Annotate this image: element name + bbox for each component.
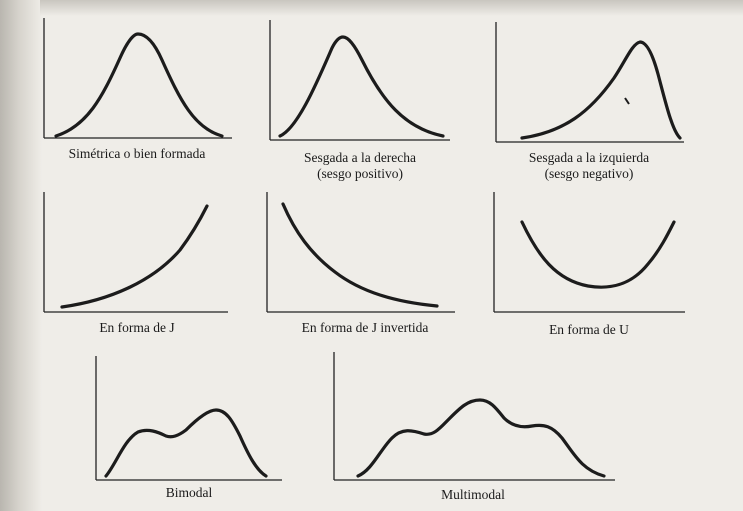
bimodal-plot xyxy=(95,356,282,481)
caption-line: En forma de J invertida xyxy=(301,320,429,335)
right-skewed-plot xyxy=(269,20,450,141)
u-shaped-plot xyxy=(493,192,685,313)
caption-u-shaped: En forma de U xyxy=(494,322,684,338)
inverted-j-curve xyxy=(281,202,439,308)
j-curve xyxy=(60,204,209,309)
caption-left-skewed: Sesgada a la izquierda (sesgo negativo) xyxy=(494,150,684,182)
multimodal-curve xyxy=(356,398,606,478)
u-curve xyxy=(520,220,676,289)
left-skewed-curve xyxy=(520,40,682,140)
caption-line: Multimodal xyxy=(441,487,505,502)
caption-bimodal: Bimodal xyxy=(94,485,284,501)
right-skewed-curve xyxy=(278,35,445,138)
inverted-j-plot xyxy=(266,192,455,313)
caption-multimodal: Multimodal xyxy=(378,487,568,503)
multimodal-plot xyxy=(333,352,615,481)
symmetric-curve xyxy=(54,32,224,138)
panel-left-skewed xyxy=(494,22,684,147)
panel-symmetric xyxy=(42,18,232,143)
panel-right-skewed xyxy=(268,20,453,145)
panel-u-shaped xyxy=(492,192,687,317)
left-skewed-plot xyxy=(495,22,684,143)
caption-line: En forma de U xyxy=(549,322,629,337)
symmetric-plot xyxy=(43,18,232,139)
panel-inverted-j xyxy=(265,192,455,317)
caption-symmetric: Simétrica o bien formada xyxy=(42,146,232,162)
bimodal-curve xyxy=(104,408,268,478)
caption-line: Sesgada a la derecha xyxy=(303,150,417,165)
scan-top-band xyxy=(40,0,743,16)
ink-mark xyxy=(624,97,630,105)
caption-inverted-j: En forma de J invertida xyxy=(270,320,460,336)
caption-line: En forma de J xyxy=(99,320,175,335)
panel-bimodal xyxy=(94,356,284,484)
j-shaped-plot xyxy=(43,192,228,313)
caption-line: Sesgada a la izquierda xyxy=(528,150,650,165)
panel-multimodal xyxy=(332,352,617,484)
caption-right-skewed: Sesgada a la derecha (sesgo positivo) xyxy=(255,150,465,182)
scan-shadow xyxy=(0,0,42,511)
caption-j-shaped: En forma de J xyxy=(42,320,232,336)
caption-line: Simétrica o bien formada xyxy=(68,146,206,161)
panel-j-shaped xyxy=(42,192,232,317)
caption-line: Bimodal xyxy=(165,485,213,500)
caption-line: (sesgo negativo) xyxy=(544,166,634,181)
caption-line: (sesgo positivo) xyxy=(317,166,403,181)
